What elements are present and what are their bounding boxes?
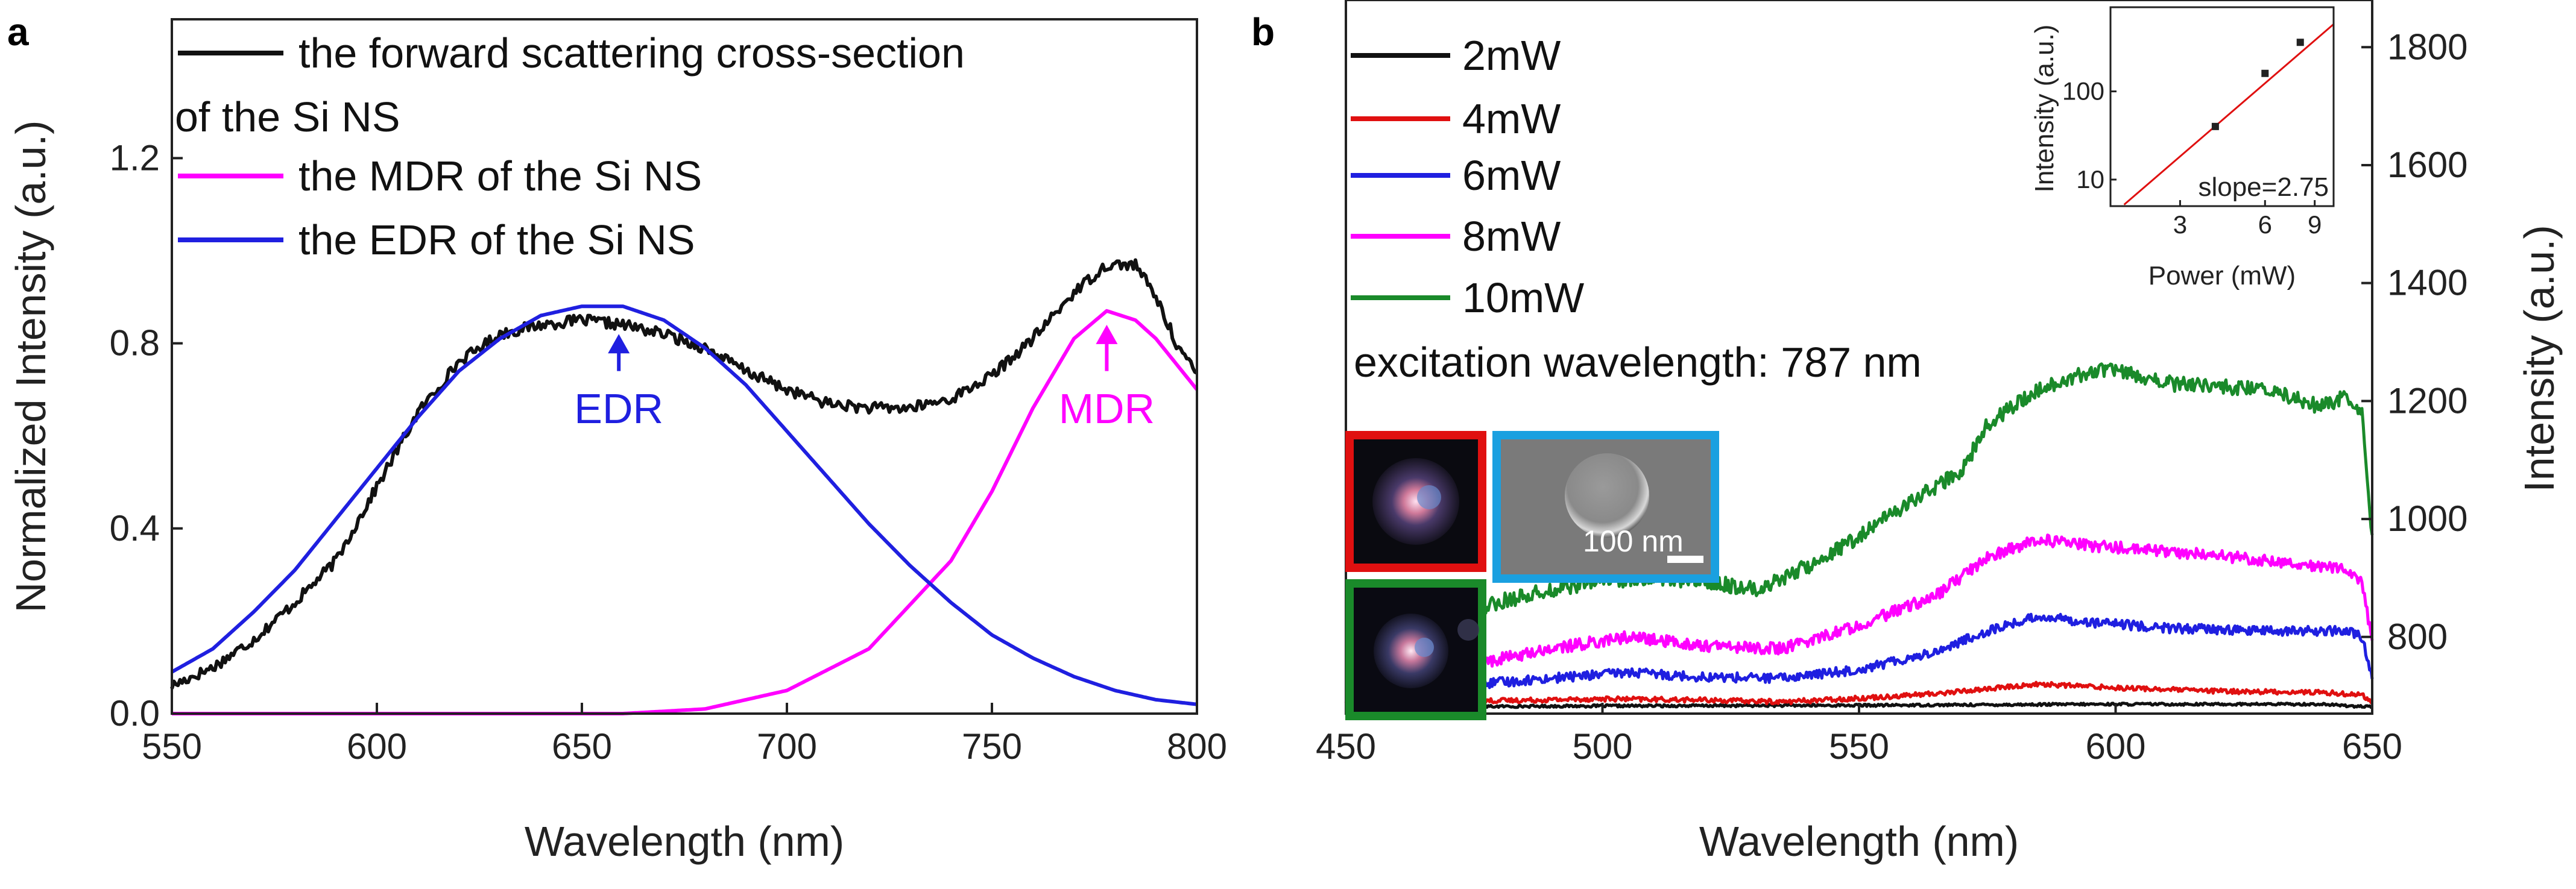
x-tick-label: 750	[962, 726, 1022, 767]
series-line-b-10mw	[1345, 362, 2374, 650]
inset-slope-label: slope=2.75	[2198, 172, 2329, 202]
inset-x-tick-label: 3	[2173, 210, 2187, 239]
panel-a-x-axis-label: Wavelength (nm)	[525, 818, 844, 865]
legend-label-4mw: 4mW	[1462, 95, 1561, 142]
panel-b-y-ticks: 800 1000 1200 1400 1600 1800	[2361, 27, 2467, 657]
x-tick-label: 650	[552, 726, 612, 767]
inset-data-point	[2261, 69, 2269, 77]
annotation-arrowhead-mdr	[1096, 324, 1118, 344]
inset-frame	[2109, 6, 2335, 207]
series-line-a-the-mdr-of-the-si-ns	[172, 309, 1199, 715]
dark-field-image-red-frame	[1345, 431, 1486, 572]
y-tick-label: 1200	[2387, 380, 2467, 421]
panel-a-x-ticks: 550 600 650 700 750 800	[142, 703, 1227, 767]
x-tick-label: 450	[1316, 726, 1376, 767]
inset-data-point	[2296, 39, 2304, 46]
y-tick-label: 1.2	[110, 137, 160, 178]
annotation-label-mdr: MDR	[1059, 385, 1155, 432]
inset-x-tick-label: 6	[2258, 210, 2272, 239]
x-tick-label: 500	[1572, 726, 1632, 767]
dark-field-image-green-frame	[1345, 579, 1486, 720]
inset-x-tick-label: 9	[2308, 210, 2322, 239]
y-tick-label: 1600	[2387, 145, 2467, 185]
inset-x-ticks: 3 6 9	[2173, 200, 2322, 239]
panel-b-chart: b 450 500 550 600 650 800 1000 1200 1400 1600 180…	[1251, 0, 2563, 865]
legend-label-mdr: the MDR of the Si NS	[298, 152, 702, 199]
inset-fit-line	[2123, 24, 2334, 206]
panel-a-label: a	[7, 10, 29, 54]
y-tick-label: 1400	[2387, 263, 2467, 303]
sem-image: 100 nm	[1492, 431, 1719, 583]
series-line-a-the-edr-of-the-si-ns	[171, 304, 1198, 706]
inset-plot-area	[2123, 24, 2334, 206]
legend-label-forward-scattering: the forward scattering cross-section	[298, 30, 965, 77]
inset-y-tick-label: 10	[2076, 165, 2104, 193]
series-line-b-6mw	[1345, 612, 2374, 698]
panel-a-chart: a 550 600 650 700 750 800 0.0 0.4 0.8 1.2 Wavele…	[7, 10, 1227, 865]
panel-a-y-ticks: 0.0 0.4 0.8 1.2	[110, 137, 183, 734]
sem-scale-bar	[1667, 556, 1703, 563]
y-tick-label: 1800	[2387, 27, 2467, 67]
legend-label-forward-scattering-cont: of the Si NS	[175, 93, 400, 140]
y-tick-label: 0.4	[110, 508, 160, 548]
x-tick-label: 600	[347, 726, 407, 767]
inset-y-axis-label: Intensity (a.u.)	[2030, 25, 2059, 193]
legend-label-6mw: 6mW	[1462, 152, 1561, 199]
x-tick-label: 550	[1829, 726, 1889, 767]
y-tick-label: 1000	[2387, 498, 2467, 539]
series-line-b-8mw	[1345, 533, 2374, 688]
x-tick-label: 650	[2342, 726, 2402, 767]
panel-b-y-axis-label: Intensity (a.u.)	[2516, 225, 2563, 492]
panel-a-plot-area	[170, 258, 1199, 715]
inset-x-axis-label: Power (mW)	[2148, 261, 2296, 291]
panel-a-legend: the forward scattering cross-section of …	[175, 30, 965, 263]
x-tick-label: 550	[142, 726, 202, 767]
legend-label-edr: the EDR of the Si NS	[298, 216, 695, 263]
inset-data-point	[2211, 122, 2219, 130]
panel-b-label: b	[1251, 10, 1275, 54]
panel-b-x-ticks: 450 500 550 600 650	[1316, 703, 2402, 767]
legend-label-2mw: 2mW	[1462, 32, 1561, 79]
sem-scale-label: 100 nm	[1583, 524, 1684, 558]
y-tick-label: 800	[2387, 617, 2448, 657]
panel-a-frame	[171, 18, 1198, 715]
excitation-wavelength-note: excitation wavelength: 787 nm	[1354, 339, 1922, 386]
x-tick-label: 800	[1167, 726, 1227, 767]
annotation-arrowhead-edr	[608, 334, 630, 354]
panel-b-legend: 2mW 4mW 6mW 8mW 10mW excitation waveleng…	[1351, 32, 1922, 386]
x-tick-label: 600	[2085, 726, 2145, 767]
legend-label-10mw: 10mW	[1462, 274, 1584, 321]
series-line-b-4mw	[1344, 680, 2373, 706]
inset-y-ticks: 10 100	[2062, 77, 2117, 193]
series-line-a-the-forward-scattering-cross-section	[170, 258, 1198, 690]
x-tick-label: 700	[757, 726, 817, 767]
panel-b-x-axis-label: Wavelength (nm)	[1699, 818, 2019, 865]
legend-label-8mw: 8mW	[1462, 213, 1561, 260]
inset-y-tick-label: 100	[2062, 77, 2104, 105]
annotation-label-edr: EDR	[574, 385, 663, 432]
y-tick-label: 0.8	[110, 323, 160, 363]
panel-a-annotations: EDR MDR	[574, 324, 1155, 432]
power-dependence-inset: 3 6 9 10 100 Power (mW) Intensity (a.u.) sl…	[2030, 5, 2346, 291]
y-tick-label: 0.0	[110, 693, 160, 734]
panel-a-y-axis-label: Normalized Intensity (a.u.)	[7, 121, 54, 613]
